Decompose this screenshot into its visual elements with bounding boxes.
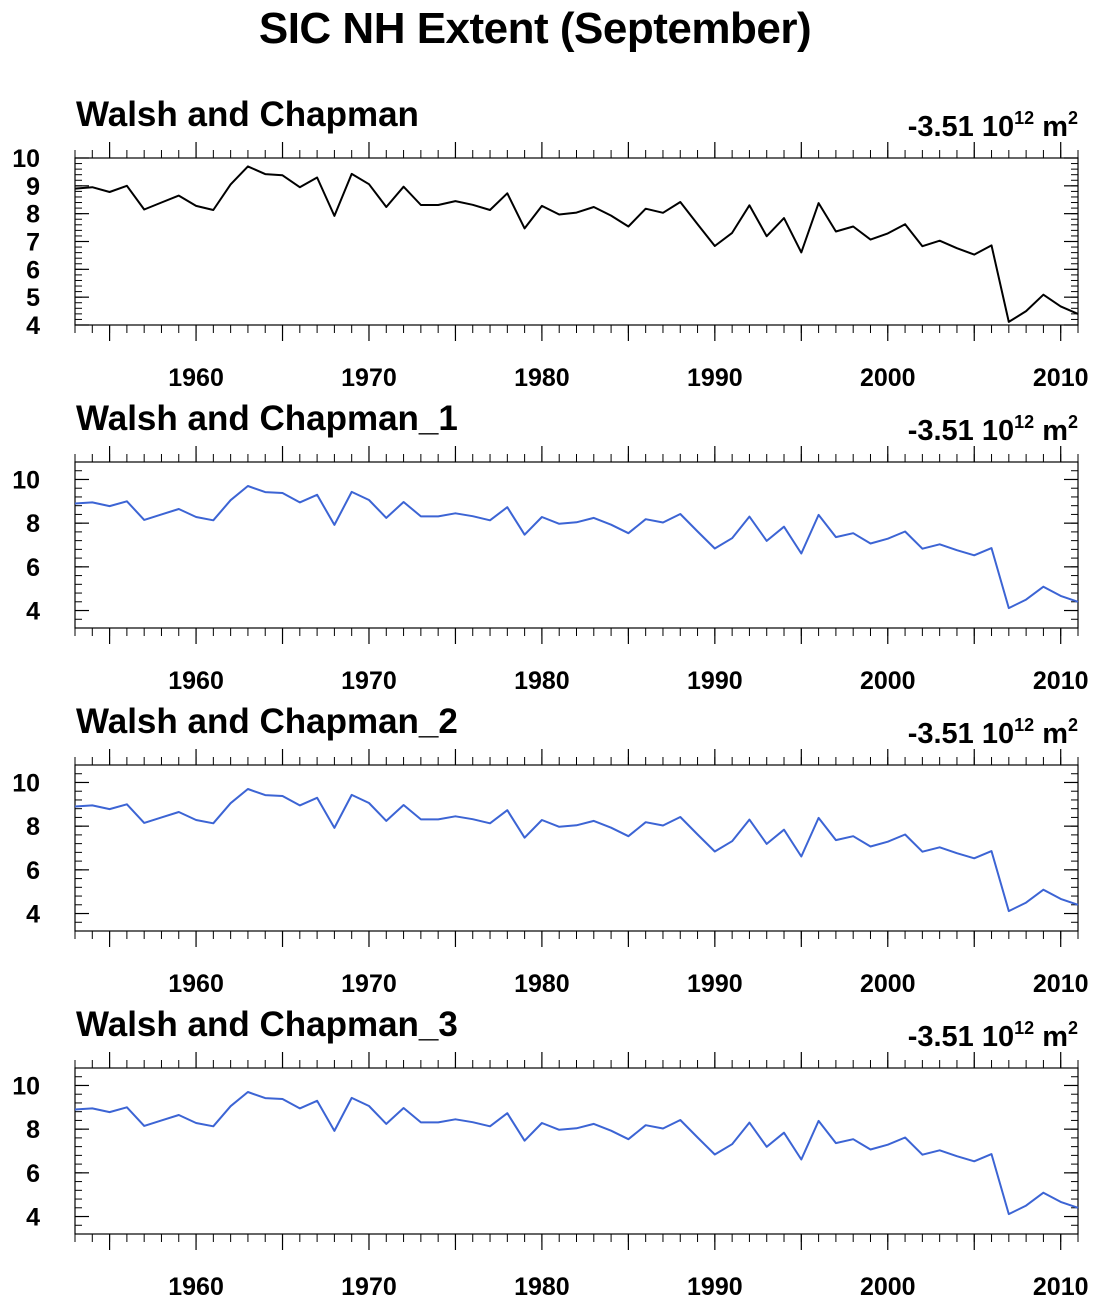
y-tick-label: 10	[12, 769, 40, 797]
series-line	[74, 1091, 1079, 1216]
panel-title: Walsh and Chapman_3	[76, 1005, 458, 1044]
panel-title: Walsh and Chapman_2	[76, 702, 458, 741]
x-tick-label: 2000	[860, 1273, 916, 1301]
y-tick-label: 6	[26, 1160, 40, 1188]
y-tick-label: 5	[26, 284, 40, 312]
panel-title: Walsh and Chapman_1	[76, 399, 458, 438]
x-tick-label: 1990	[687, 1273, 743, 1301]
x-tick-label: 1970	[341, 364, 397, 392]
y-tick-label: 6	[26, 256, 40, 284]
plot-frame	[74, 461, 1079, 629]
y-tick-label: 4	[26, 312, 40, 340]
x-tick-label: 1970	[341, 667, 397, 695]
x-tick-label: 1960	[168, 364, 224, 392]
y-tick-label: 6	[26, 554, 40, 582]
x-tick-label: 2010	[1033, 970, 1089, 998]
plot-frame	[74, 764, 1079, 932]
y-tick-label: 4	[26, 1204, 40, 1232]
x-tick-label: 1960	[168, 667, 224, 695]
y-tick-label: 6	[26, 857, 40, 885]
y-tick-label: 10	[12, 466, 40, 494]
x-tick-label: 1970	[341, 970, 397, 998]
plot-frame	[74, 157, 1079, 326]
series-line	[74, 788, 1079, 913]
x-tick-label: 2000	[860, 364, 916, 392]
x-tick-label: 1990	[687, 364, 743, 392]
x-tick-label: 1960	[168, 970, 224, 998]
trend-annotation: -3.51 1012 m2	[908, 108, 1078, 143]
trend-annotation: -3.51 1012 m2	[908, 412, 1078, 447]
y-tick-label: 4	[26, 901, 40, 929]
x-tick-label: 1980	[514, 1273, 570, 1301]
chart-panel-3: Walsh and Chapman_2 -3.51 1012 m2 1960 1970…	[12, 702, 1088, 998]
plot-frame	[74, 1067, 1079, 1235]
chart-panel-1: Walsh and Chapman -3.51 1012 m2 1960 1970 19…	[12, 95, 1088, 392]
trend-annotation: -3.51 1012 m2	[908, 715, 1078, 750]
x-tick-label: 2010	[1033, 1273, 1089, 1301]
series-line	[74, 165, 1079, 323]
x-tick-label: 2000	[860, 970, 916, 998]
chart-panel-2: Walsh and Chapman_1 -3.51 1012 m2 1960 1970…	[12, 399, 1088, 695]
x-tick-label: 2000	[860, 667, 916, 695]
x-tick-label: 1970	[341, 1273, 397, 1301]
x-tick-label: 1990	[687, 667, 743, 695]
x-tick-label: 2010	[1033, 667, 1089, 695]
y-tick-label: 4	[26, 598, 40, 626]
y-tick-label: 8	[26, 1116, 40, 1144]
y-tick-label: 7	[26, 229, 40, 257]
x-tick-label: 1980	[514, 364, 570, 392]
trend-annotation: -3.51 1012 m2	[908, 1018, 1078, 1053]
series-line	[74, 485, 1079, 610]
main-title: SIC NH Extent (September)	[258, 4, 812, 53]
x-tick-label: 1980	[514, 667, 570, 695]
y-tick-label: 8	[26, 201, 40, 229]
y-tick-label: 10	[12, 1072, 40, 1100]
y-tick-label: 9	[26, 173, 40, 201]
y-tick-label: 8	[26, 813, 40, 841]
x-tick-label: 1980	[514, 970, 570, 998]
x-tick-label: 1990	[687, 970, 743, 998]
panel-title: Walsh and Chapman	[76, 95, 419, 134]
x-tick-label: 2010	[1033, 364, 1089, 392]
x-tick-label: 1960	[168, 1273, 224, 1301]
y-tick-label: 8	[26, 510, 40, 538]
chart-panel-4: Walsh and Chapman_3 -3.51 1012 m2 1960 1970…	[12, 1005, 1088, 1301]
y-tick-label: 10	[12, 145, 40, 173]
